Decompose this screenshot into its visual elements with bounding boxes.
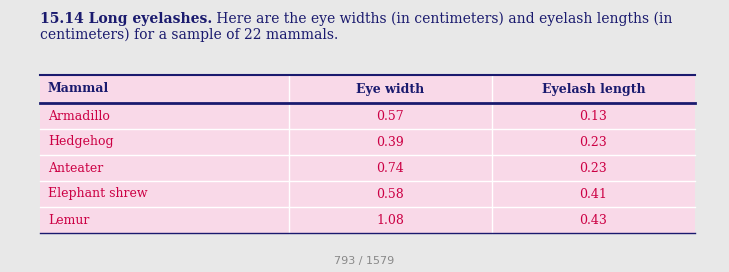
Text: Here are the eye widths (in centimeters) and eyelash lengths (in: Here are the eye widths (in centimeters)… — [212, 12, 673, 26]
Text: 0.23: 0.23 — [580, 162, 607, 175]
Text: 1.08: 1.08 — [376, 214, 405, 227]
Text: 15.14 Long eyelashes.: 15.14 Long eyelashes. — [40, 12, 212, 26]
Text: 0.43: 0.43 — [580, 214, 607, 227]
Text: 0.13: 0.13 — [580, 110, 607, 122]
Text: 793 / 1579: 793 / 1579 — [335, 256, 394, 266]
Text: 0.41: 0.41 — [580, 187, 607, 200]
Text: centimeters) for a sample of 22 mammals.: centimeters) for a sample of 22 mammals. — [40, 28, 338, 42]
Text: 0.58: 0.58 — [377, 187, 405, 200]
Text: Eye width: Eye width — [356, 82, 424, 95]
Bar — [40, 181, 695, 207]
Bar — [40, 129, 695, 155]
Text: Lemur: Lemur — [48, 214, 90, 227]
Bar — [40, 207, 695, 233]
Text: 0.23: 0.23 — [580, 135, 607, 149]
Text: 0.57: 0.57 — [377, 110, 405, 122]
Text: Armadillo: Armadillo — [48, 110, 110, 122]
Bar — [40, 103, 695, 129]
Text: 0.74: 0.74 — [377, 162, 405, 175]
Text: Anteater: Anteater — [48, 162, 104, 175]
Bar — [40, 155, 695, 181]
Bar — [40, 75, 695, 103]
Text: Elephant shrew: Elephant shrew — [48, 187, 148, 200]
Text: Eyelash length: Eyelash length — [542, 82, 645, 95]
Text: Hedgehog: Hedgehog — [48, 135, 114, 149]
Text: 0.39: 0.39 — [377, 135, 405, 149]
Text: Mammal: Mammal — [48, 82, 109, 95]
